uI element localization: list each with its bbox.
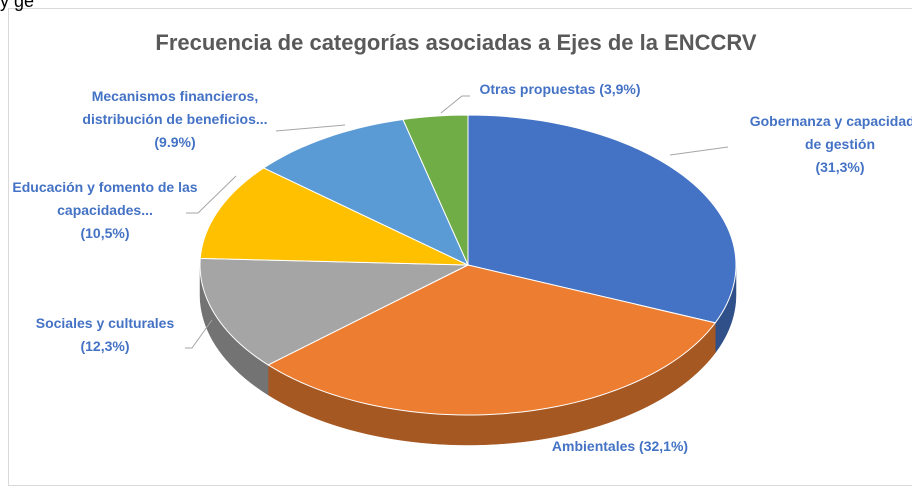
slice-label: Ambientales (32,1%) [490,435,750,458]
leader-line [186,175,237,214]
pie-slice [402,114,469,266]
value-label: (32,1%) [639,438,689,454]
value-label: (12,3%) [80,338,130,354]
leader-line [669,146,729,156]
category-label: Educación y fomento de las capacidades..… [12,179,198,218]
slice-label: Educación y fomento de las capacidades..… [0,176,210,245]
category-label: Otras propuestas [479,81,596,97]
category-label: Mecanismos financieros, distribución de … [82,88,268,127]
leader-line [440,95,470,114]
chart-title: Frecuencia de categorías asociadas a Eje… [155,30,757,55]
leader-line [185,319,213,349]
category-label: Gobernanza y capacidades de gestión [749,113,912,152]
slice-label: Sociales y culturales (12,3%) [5,312,205,358]
chart-frame [8,8,912,486]
category-label: Ambientales [551,438,636,454]
slice-label: Otras propuestas (3,9%) [450,78,670,101]
pie-slice [467,114,737,324]
value-label: (9.9%) [154,134,196,150]
slice-label: Mecanismos financieros, distribución de … [55,85,295,154]
header-fragment: y ge [0,0,35,11]
pie-slice [199,257,469,366]
pie-slice [199,167,469,266]
leader-line [275,124,346,132]
category-label: Sociales y culturales [35,315,175,331]
value-label: (31,3%) [815,159,865,175]
value-label: (10,5%) [80,225,130,241]
pie-slice [262,118,470,267]
slice-label: Gobernanza y capacidades de gestión (31,… [740,110,912,179]
pie-slice [267,264,717,416]
value-label: (3,9%) [599,81,641,97]
